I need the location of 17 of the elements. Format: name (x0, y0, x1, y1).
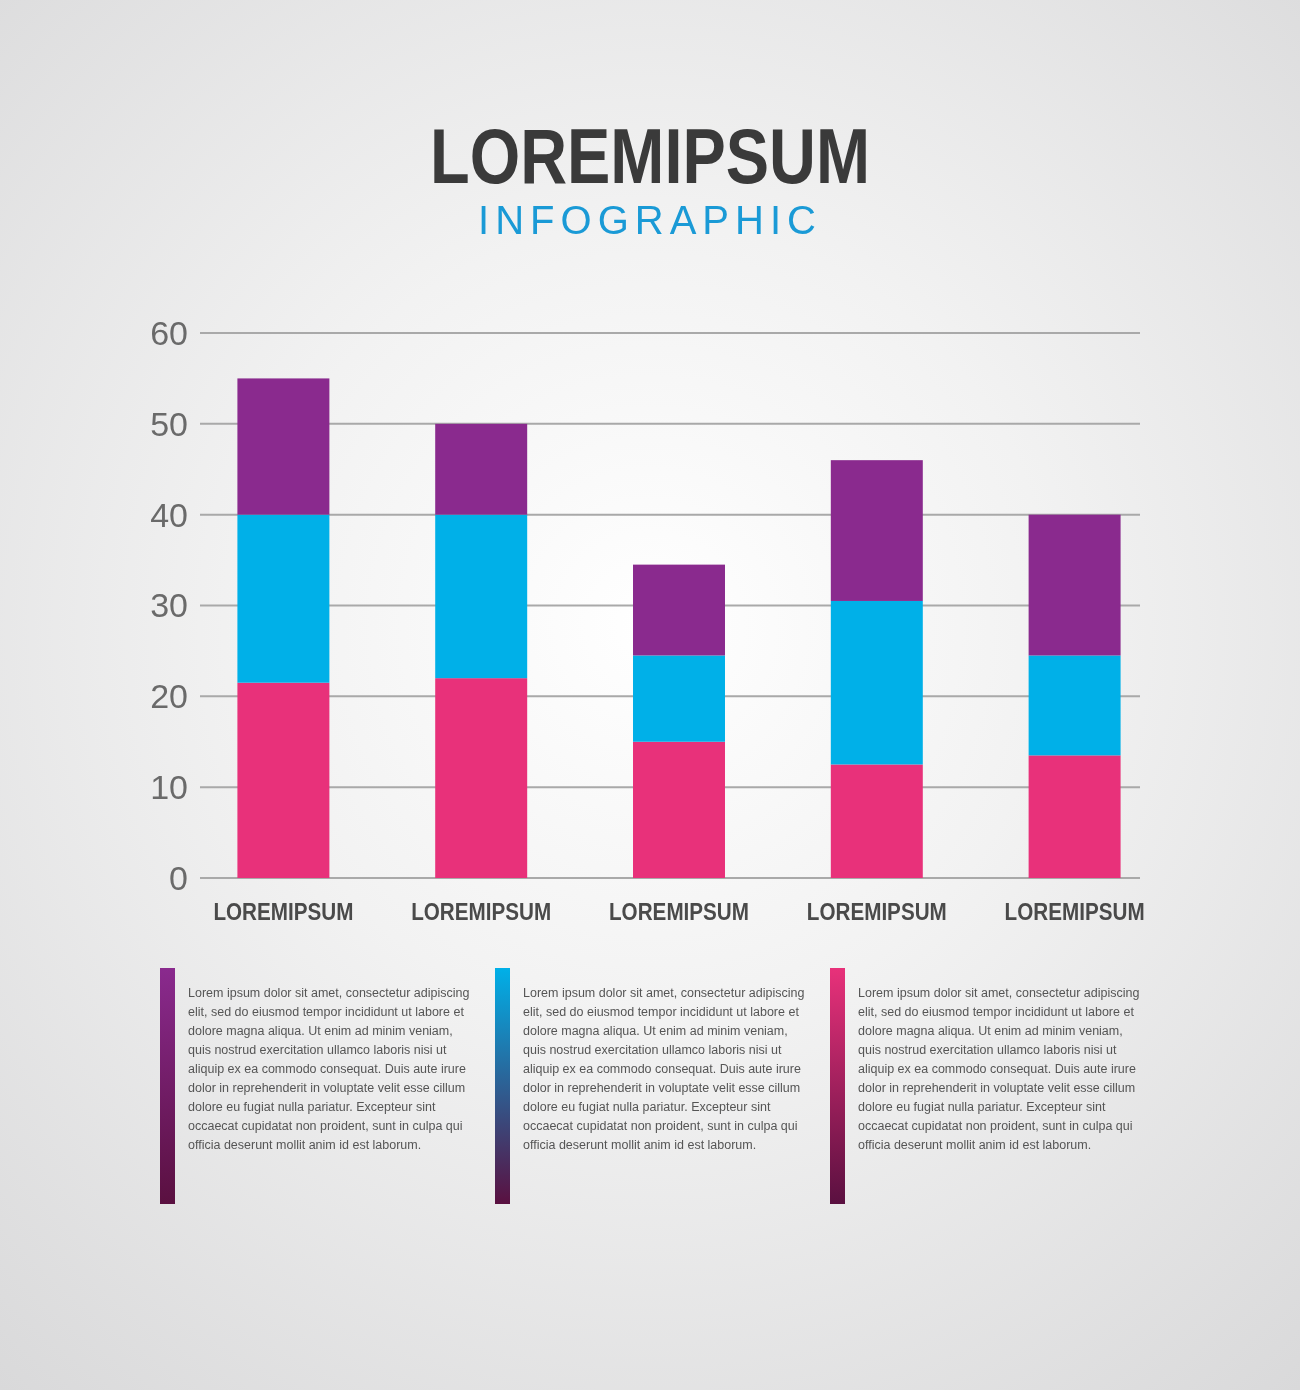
x-tick-label: LOREMIPSUM (213, 898, 377, 925)
x-tick-label: LOREMIPSUM (411, 898, 574, 925)
chart-title: LOREMIPSUM (430, 112, 959, 200)
x-tick-label: LOREMIPSUM (609, 898, 772, 925)
text: Lorem ipsum dolor sit amet, consectetur adipiscing elit, sed do eiusmod tempor incididunt ut labore et dolore magna aliqua. Ut enim ad minim veniam, quis nostrud exercitation ullamco laboris nisi ut aliquip ex ea commodo consequat. Duis aute irure dolor in reprehenderit in voluptate velit esse cillum dolore eu fugiat nulla pariatur. Excepteur sint occaecat cupidatat non proident, sunt in culpa qui officia deserunt mollit anim id est laborum. (523, 986, 805, 1152)
y-tick-label: 20 (150, 677, 188, 716)
y-tick-label: 0 (169, 858, 188, 897)
text: Lorem ipsum dolor sit amet, consectetur adipiscing elit, sed do eiusmod tempor incididunt ut labore et dolore magna aliqua. Ut enim ad minim veniam, quis nostrud exercitation ullamco laboris nisi ut aliquip ex ea commodo consequat. Duis aute irure dolor in reprehenderit in voluptate velit esse cillum dolore eu fugiat nulla pariatur. Excepteur sint occaecat cupidatat non proident, sunt in culpa qui officia deserunt mollit anim id est laborum. (188, 986, 470, 1152)
y-tick-label: 40 (150, 495, 188, 534)
x-tick-label: LOREMIPSUM (1004, 898, 1168, 925)
y-tick-label: 60 (150, 313, 188, 352)
x-tick-label: LOREMIPSUM (806, 898, 970, 925)
y-tick-label: 10 (150, 768, 188, 807)
y-tick-label: 30 (150, 586, 188, 625)
y-tick-label: 50 (150, 404, 188, 443)
text: Lorem ipsum dolor sit amet, consectetur adipiscing elit, sed do eiusmod tempor incididunt ut labore et dolore magna aliqua. Ut enim ad minim veniam, quis nostrud exercitation ullamco laboris nisi ut aliquip ex ea commodo consequat. Duis aute irure dolor in reprehenderit in voluptate velit esse cillum dolore eu fugiat nulla pariatur. Excepteur sint occaecat cupidatat non proident, sunt in culpa qui officia deserunt mollit anim id est laborum. (858, 986, 1140, 1152)
chart-subtitle: INFOGRAPHIC (478, 198, 822, 242)
